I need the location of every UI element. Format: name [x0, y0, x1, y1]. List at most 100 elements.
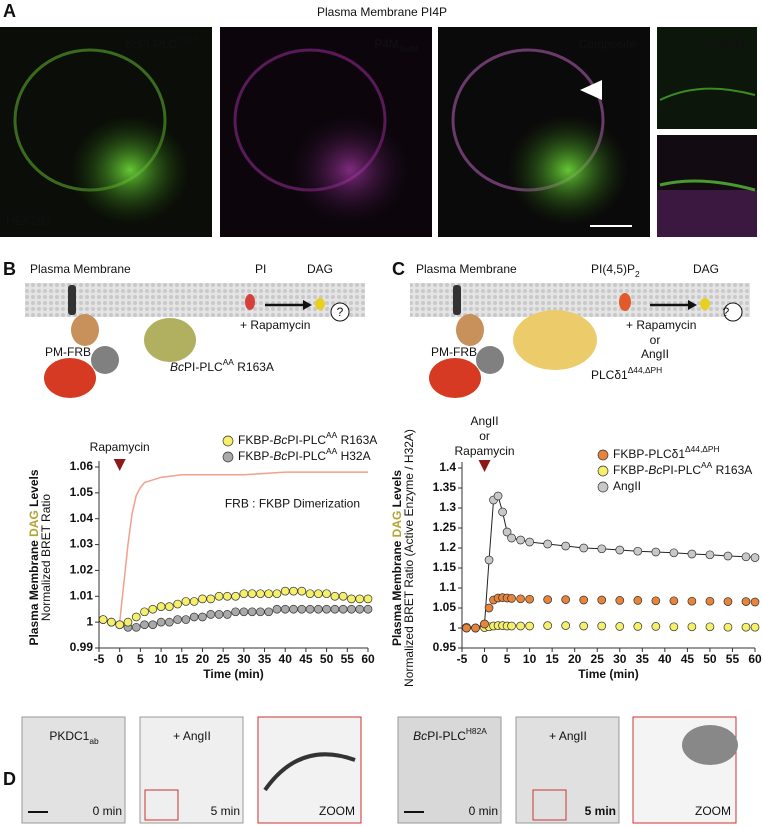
frb	[71, 314, 99, 346]
question-mark: ?	[337, 305, 344, 319]
data-point	[543, 539, 552, 549]
data-point	[633, 546, 643, 556]
text-part: R163A	[712, 463, 752, 477]
x-tick-label: -5	[457, 652, 468, 666]
x-tick-label: 60	[748, 652, 762, 666]
x-tick-label: 45	[681, 652, 695, 666]
text-part: PI(4,5)P	[591, 262, 635, 276]
or-label: or	[650, 333, 661, 347]
image-label: ZOOM	[709, 37, 745, 51]
legend-label: FKBP-BcPI-PLCAA H32A	[238, 446, 371, 463]
y-tick-label: 1.4	[439, 460, 456, 474]
data-point	[651, 622, 661, 631]
data-point	[705, 550, 715, 560]
text-part: FKBP-PLCδ1	[613, 447, 685, 461]
x-tick-label: 50	[703, 652, 717, 666]
panel-title: Plasma Membrane PI4P	[317, 5, 447, 19]
data-point	[239, 589, 249, 599]
text-part: Plasma Membrane	[27, 537, 41, 646]
image-label: BcPI-PLCH82A	[124, 34, 198, 51]
text-part: PI-PLC	[427, 729, 466, 743]
data-point	[198, 612, 207, 622]
data-point	[131, 622, 141, 632]
x-tick-label: 15	[545, 652, 559, 666]
data-point	[123, 617, 133, 627]
text-part: PI-PLC	[138, 37, 177, 51]
fkbp	[91, 346, 119, 374]
data-point	[206, 610, 216, 619]
event-label: or	[479, 429, 490, 443]
lipid	[700, 298, 710, 310]
data-point	[347, 594, 356, 604]
data-point	[165, 602, 174, 611]
fkbp	[476, 346, 504, 374]
data-point	[256, 607, 265, 617]
zoom-region	[657, 190, 757, 237]
text-part: DAG	[27, 510, 41, 537]
zoom-structure	[659, 87, 756, 101]
y-tick-label: 1.35	[433, 480, 457, 494]
x-tick-label: 40	[658, 652, 672, 666]
text-part: FKBP-	[613, 463, 648, 477]
text-part: Bc	[273, 433, 287, 447]
zoom-image	[257, 716, 362, 824]
panel-a-images	[0, 27, 757, 237]
data-point	[484, 603, 494, 613]
y-tick-label: 1	[449, 620, 456, 634]
y-axis-title: Plasma Membrane DAG Levels	[27, 469, 41, 645]
text-part: Δ44,ΔPH	[685, 444, 719, 454]
data-point	[289, 586, 298, 596]
data-point	[173, 615, 182, 624]
data-point	[363, 604, 373, 614]
data-point	[355, 604, 365, 614]
product-label: DAG	[307, 262, 333, 276]
anchor	[68, 285, 76, 315]
data-point	[140, 620, 149, 630]
data-point	[750, 553, 760, 562]
data-point	[723, 551, 733, 561]
data-point	[214, 591, 224, 601]
data-point	[687, 596, 697, 606]
data-point	[750, 622, 760, 632]
x-axis-title: Time (min)	[578, 667, 638, 681]
data-point	[355, 594, 365, 604]
treat-label: + AngII	[549, 729, 587, 743]
data-point	[322, 589, 331, 599]
text-part: Levels	[27, 469, 41, 510]
data-point	[471, 623, 480, 633]
data-point	[264, 589, 274, 599]
image	[139, 716, 244, 824]
data-point	[502, 527, 512, 537]
text-part: PI-PLC	[662, 463, 701, 477]
chart: 0.95 1 1.05 1.1 1.15 1.2 1.25 1.3 1.35 1.4 -5 0 5 10 1…	[390, 414, 762, 687]
data-point	[579, 621, 589, 631]
data-point	[140, 607, 149, 617]
frb	[456, 314, 484, 346]
data-point	[297, 586, 307, 596]
data-point	[313, 589, 323, 599]
data-point	[173, 599, 182, 609]
data-point	[669, 596, 679, 606]
data-point	[498, 507, 507, 517]
panel-letter: D	[3, 769, 16, 789]
zoom-structure	[659, 179, 756, 192]
cell-signal	[508, 115, 628, 225]
data-point	[705, 596, 715, 606]
data-point	[507, 533, 516, 543]
legend-label: FKBP-BcPI-PLCAA R163A	[238, 430, 377, 447]
text-part: H82A	[177, 34, 198, 44]
image-label: Composite	[579, 37, 637, 51]
y-tick-label: 1.05	[70, 485, 94, 499]
data-point	[615, 545, 625, 555]
cell-signal	[70, 115, 190, 225]
question-mark: ?	[723, 305, 730, 319]
legend-swatch	[222, 451, 234, 463]
data-point	[615, 596, 625, 605]
data-point	[597, 544, 607, 554]
y-axis-title: Plasma Membrane DAG Levels	[390, 470, 404, 646]
image-label: BcPI-PLCH82A	[413, 726, 487, 743]
data-point	[330, 604, 340, 614]
x-tick-label: 30	[613, 652, 627, 666]
y-tick-label: 1.01	[70, 588, 94, 602]
